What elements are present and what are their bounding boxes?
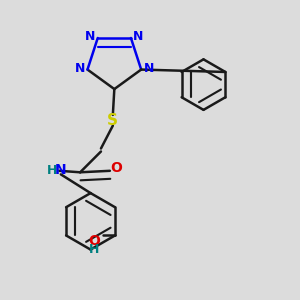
Text: O: O (88, 234, 100, 248)
Text: H: H (47, 164, 57, 177)
Text: N: N (75, 61, 85, 75)
Text: S: S (107, 113, 118, 128)
Text: N: N (55, 163, 67, 177)
Text: N: N (133, 30, 143, 43)
Text: N: N (143, 61, 154, 75)
Text: N: N (85, 30, 95, 43)
Text: O: O (110, 161, 122, 175)
Text: H: H (89, 243, 99, 256)
